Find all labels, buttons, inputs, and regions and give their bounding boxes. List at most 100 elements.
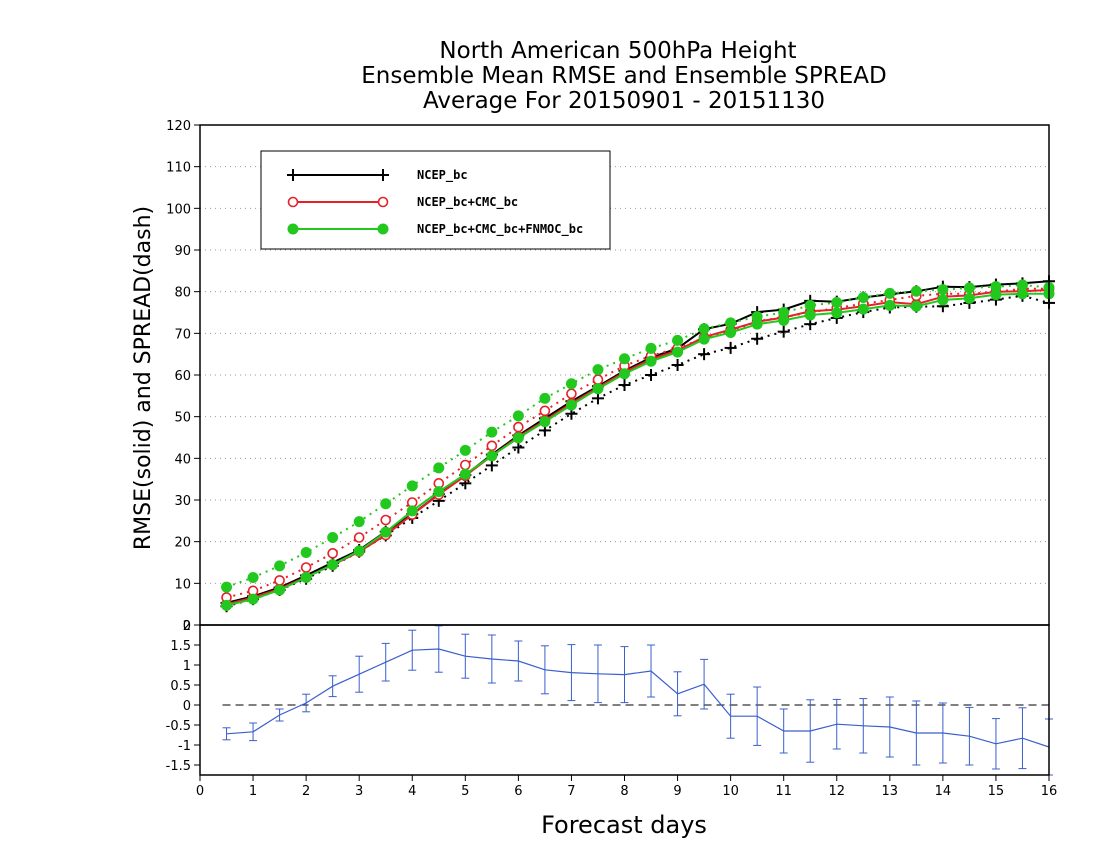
rmse-point bbox=[619, 368, 630, 380]
spread-point bbox=[565, 378, 577, 390]
rmse-point bbox=[380, 526, 392, 538]
rmse-point bbox=[353, 545, 365, 557]
spread-point bbox=[804, 299, 816, 311]
x-tick-label: 16 bbox=[1041, 784, 1058, 799]
y-tick-label: -0.5 bbox=[166, 719, 191, 734]
y-tick-label: 20 bbox=[174, 536, 191, 551]
spread-point bbox=[539, 405, 551, 417]
spread-point bbox=[645, 342, 657, 354]
spread-point bbox=[221, 581, 233, 593]
rmse-point bbox=[486, 450, 498, 462]
spread-point bbox=[857, 292, 869, 303]
legend-swatch-marker bbox=[377, 169, 389, 181]
error-bar bbox=[938, 702, 947, 764]
series-spread-1 bbox=[220, 289, 1055, 613]
rmse-point bbox=[804, 309, 816, 321]
legend-box bbox=[260, 150, 611, 250]
spread-line bbox=[226, 287, 1049, 599]
spread-point bbox=[327, 548, 338, 559]
spread-point bbox=[592, 374, 604, 385]
series-spread-3 bbox=[221, 283, 1055, 603]
spread-point bbox=[247, 572, 259, 583]
rmse-point bbox=[247, 593, 259, 605]
spread-point bbox=[724, 341, 737, 354]
x-tick-label: 1 bbox=[249, 784, 257, 799]
spread-point bbox=[512, 441, 525, 454]
difference-line bbox=[226, 648, 1050, 748]
rmse-point bbox=[300, 572, 312, 583]
error-bar bbox=[381, 642, 390, 682]
spread-point bbox=[910, 285, 922, 297]
y-tick-label: 60 bbox=[174, 369, 191, 384]
x-tick-label: 10 bbox=[722, 784, 739, 799]
difference-series bbox=[222, 625, 1053, 776]
spread-point bbox=[698, 348, 711, 361]
spread-point bbox=[566, 388, 577, 400]
x-tick-label: 8 bbox=[620, 784, 628, 799]
spread-point bbox=[353, 516, 365, 528]
rmse-point bbox=[884, 299, 896, 311]
y-tick-label: 90 bbox=[174, 244, 191, 259]
x-tick-label: 4 bbox=[408, 784, 416, 799]
spread-point bbox=[725, 317, 737, 329]
legend-swatch-marker bbox=[377, 223, 389, 235]
spread-point bbox=[300, 562, 312, 573]
error-bar bbox=[434, 625, 443, 673]
error-bar bbox=[487, 634, 496, 684]
spread-point bbox=[672, 334, 684, 346]
y-tick-label: -1.5 bbox=[166, 759, 191, 774]
rmse-point bbox=[406, 505, 418, 517]
error-bar bbox=[408, 629, 417, 671]
y-tick-label: -1 bbox=[178, 739, 191, 754]
x-tick-label: 2 bbox=[302, 784, 310, 799]
rmse-point bbox=[327, 559, 339, 571]
rmse-point bbox=[831, 307, 843, 319]
spread-point bbox=[1016, 279, 1028, 291]
rmse-point bbox=[539, 416, 551, 428]
chart-titles: North American 500hPa Height Ensemble Me… bbox=[361, 38, 886, 114]
spread-point bbox=[485, 459, 498, 472]
spread-point bbox=[963, 282, 975, 294]
x-tick-label: 3 bbox=[355, 784, 363, 799]
error-bar bbox=[991, 718, 1000, 770]
error-bar bbox=[859, 698, 868, 754]
rmse-point bbox=[963, 292, 975, 304]
spread-point bbox=[406, 480, 418, 492]
error-bar bbox=[806, 699, 815, 763]
x-tick-label: 7 bbox=[567, 784, 575, 799]
spread-point bbox=[831, 297, 843, 308]
error-bar bbox=[965, 706, 974, 766]
y-tick-label: 70 bbox=[174, 327, 191, 342]
spread-point bbox=[671, 359, 684, 371]
spread-point bbox=[937, 284, 949, 296]
y-tick-label: 1.5 bbox=[170, 639, 191, 654]
error-bar bbox=[753, 686, 762, 746]
legend: NCEP_bc NCEP_bc+CMC_bc NCEP_bc+CMC_bc+FNMO… bbox=[260, 150, 611, 250]
y-tick-label: 0 bbox=[183, 619, 191, 634]
x-tick-label: 14 bbox=[935, 784, 952, 799]
rmse-point bbox=[592, 383, 604, 395]
rmse-point bbox=[910, 300, 922, 312]
spread-point bbox=[751, 332, 764, 345]
spread-point bbox=[353, 532, 365, 543]
series-rmse-4 bbox=[221, 288, 1055, 611]
error-bar bbox=[593, 644, 602, 704]
rmse-line bbox=[226, 289, 1050, 606]
spread-point bbox=[433, 462, 445, 474]
spread-point bbox=[380, 498, 392, 510]
error-bar bbox=[832, 698, 841, 750]
series-rmse-2 bbox=[221, 284, 1055, 610]
error-bar bbox=[620, 646, 629, 704]
y-tick-label: 2 bbox=[183, 619, 191, 634]
error-bar bbox=[275, 708, 284, 722]
y-tick-label: 110 bbox=[166, 161, 191, 176]
rmse-line bbox=[226, 292, 1049, 607]
error-bar bbox=[885, 696, 894, 758]
spread-point bbox=[300, 547, 312, 558]
y-axis-label: RMSE(solid) and SPREAD(dash) bbox=[131, 206, 156, 550]
legend-entry-label: NCEP_bc bbox=[417, 168, 468, 183]
spread-point bbox=[380, 514, 392, 526]
spread-point bbox=[459, 444, 471, 456]
spread-point bbox=[513, 421, 524, 433]
